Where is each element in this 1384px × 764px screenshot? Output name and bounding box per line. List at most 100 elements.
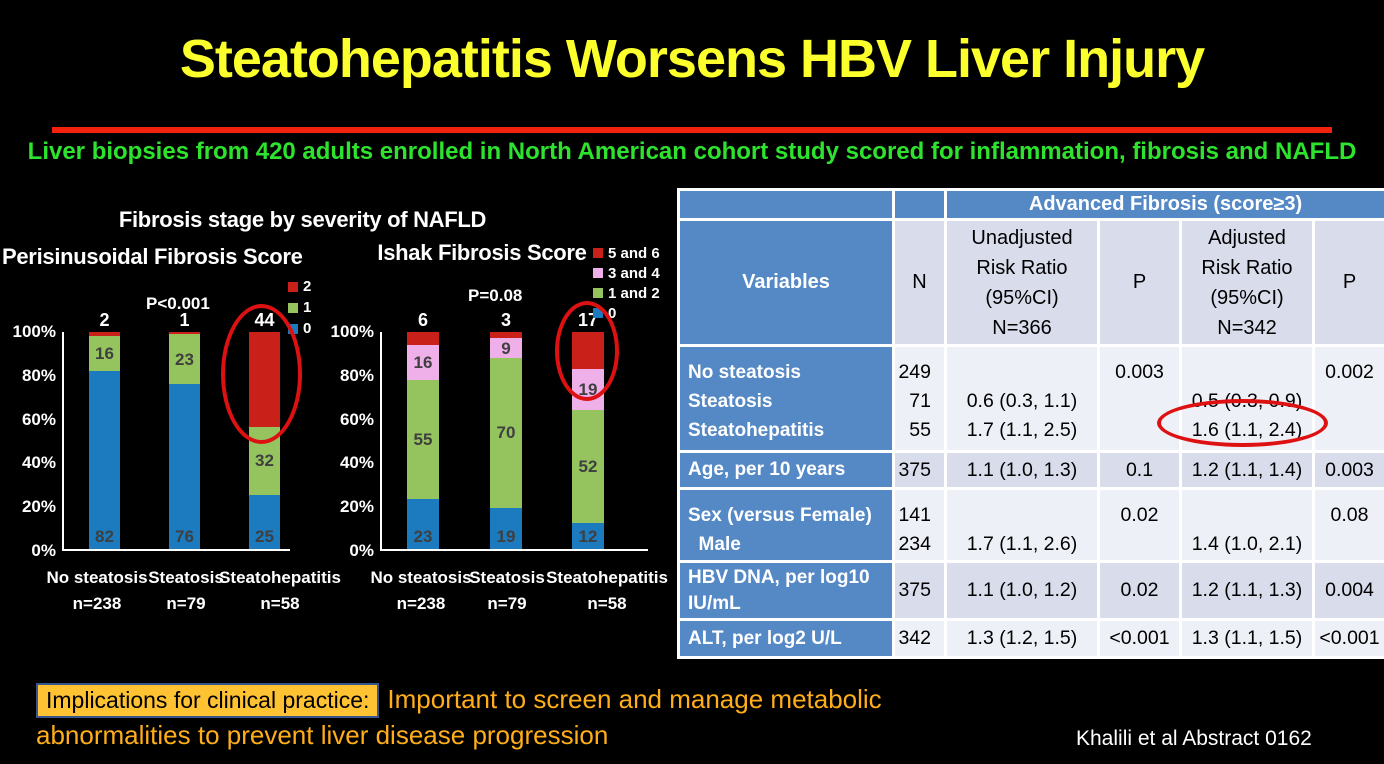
cell-n: 141 234 bbox=[892, 487, 947, 563]
highlight-ellipse bbox=[221, 304, 302, 444]
plot-area: 82 16 2 76 23 1 25 32 44 bbox=[62, 311, 290, 551]
legend-swatch-icon bbox=[593, 268, 603, 278]
legend-item: 3 and 4 bbox=[593, 263, 660, 283]
cell-line bbox=[1102, 530, 1178, 559]
legend-label: 5 and 6 bbox=[608, 244, 660, 262]
legend-item: 5 and 6 bbox=[593, 243, 660, 263]
segment-value: 55 bbox=[413, 429, 433, 449]
cell-variable: No steatosis Steatosis Steatohepatitis bbox=[677, 344, 895, 453]
segment-score-0: 23 bbox=[407, 499, 439, 549]
cell-p_adjusted: 0.08 bbox=[1311, 487, 1384, 563]
table-row: HBV DNA, per log10 IU/mL 375 1.1 (1.0, 1.2… bbox=[677, 560, 1384, 621]
segment-score-0: 25 bbox=[249, 495, 280, 549]
segment-score-1-and-2: 70 bbox=[490, 357, 522, 509]
unadjusted-rr-column-header: Unadjusted Risk Ratio (95%CI) N=366 bbox=[944, 218, 1100, 347]
category-count: n=58 bbox=[260, 594, 300, 613]
table-row: ALT, per log2 U/L 342 1.3 (1.2, 1.5) <0.001… bbox=[677, 618, 1384, 659]
implications-text: Important to screen and manage metabolic… bbox=[36, 684, 882, 750]
bar-no-steatosis: 23 55 16 bbox=[407, 332, 439, 549]
cell-line: Steatohepatitis bbox=[688, 420, 825, 441]
cell-line: 141 bbox=[898, 504, 931, 526]
cell-unadjusted: 1.1 (1.0, 1.2) bbox=[944, 560, 1100, 621]
bar-top-value: 2 bbox=[99, 310, 110, 330]
n-column-header: N bbox=[892, 218, 947, 347]
segment-value: 16 bbox=[413, 352, 433, 372]
y-tick-label: 0% bbox=[31, 540, 56, 560]
table-header-row-merged: Advanced Fibrosis (score≥3) bbox=[677, 188, 1384, 221]
legend-swatch-icon bbox=[593, 288, 603, 298]
category-count: n=79 bbox=[487, 594, 527, 613]
category-count: n=79 bbox=[166, 594, 206, 613]
y-tick-label: 80% bbox=[21, 365, 56, 385]
cell-unadjusted: 1.7 (1.1, 2.6) bbox=[944, 487, 1100, 563]
y-axis: 100% 80% 60% 40% 20% 0% bbox=[0, 322, 56, 561]
cell-p_adjusted: 0.004 bbox=[1311, 560, 1384, 621]
cell-line: Sex (versus Female) bbox=[688, 505, 872, 526]
segment-score-1: 23 bbox=[169, 334, 200, 385]
segment-score-0: 12 bbox=[572, 522, 604, 549]
bar-no-steatosis: 82 16 bbox=[89, 332, 120, 549]
segment-score-5-and-6 bbox=[407, 332, 439, 346]
cell-line: 0.02 bbox=[1120, 504, 1159, 526]
segment-value: 9 bbox=[501, 338, 511, 358]
y-tick-label: 40% bbox=[339, 453, 374, 473]
cell-p_adjusted: <0.001 bbox=[1311, 618, 1384, 659]
cell-line: 249 bbox=[898, 361, 931, 383]
y-tick-label: 100% bbox=[330, 322, 374, 341]
cell-line: 55 bbox=[909, 419, 931, 441]
segment-score-1-and-2: 52 bbox=[572, 410, 604, 523]
cell-variable: Sex (versus Female) Male bbox=[677, 487, 895, 563]
segment-value: 52 bbox=[578, 457, 598, 477]
cell-p_unadjusted: 0.1 bbox=[1097, 450, 1182, 490]
cell-line bbox=[1184, 358, 1311, 387]
implications-label: Implications for clinical practice: bbox=[36, 683, 380, 718]
y-tick-label: 60% bbox=[339, 409, 374, 429]
segment-value: 12 bbox=[578, 527, 598, 546]
category-count: n=238 bbox=[72, 594, 122, 613]
cell-line: 71 bbox=[909, 390, 931, 412]
p-value-annotation: P=0.08 bbox=[468, 286, 523, 305]
adjusted-rr-column-header: Adjusted Risk Ratio (95%CI) N=342 bbox=[1179, 218, 1315, 347]
cell-line: 234 bbox=[898, 533, 931, 555]
cell-adjusted: 1.4 (1.0, 2.1) bbox=[1179, 487, 1315, 563]
advanced-fibrosis-header: Advanced Fibrosis (score≥3) bbox=[943, 188, 1384, 221]
legend-swatch-icon bbox=[593, 248, 603, 258]
legend-label: 1 and 2 bbox=[608, 284, 660, 302]
table-row: No steatosis Steatosis Steatohepatitis 249 7… bbox=[677, 344, 1384, 453]
segment-value: 70 bbox=[496, 423, 516, 443]
table-row: Sex (versus Female) Male 141 234 1.7 (1.1, … bbox=[677, 487, 1384, 563]
cell-p_adjusted: 0.003 bbox=[1311, 450, 1384, 490]
charts-heading: Fibrosis stage by severity of NAFLD bbox=[118, 207, 487, 232]
segment-score-1: 16 bbox=[89, 336, 120, 372]
legend-label: 3 and 4 bbox=[608, 264, 660, 282]
cell-line bbox=[949, 358, 1096, 387]
legend-label: 2 bbox=[303, 278, 312, 295]
category-label: Steatohepatitis bbox=[546, 568, 668, 587]
legend-swatch-icon bbox=[288, 281, 298, 292]
table-header-row-columns: Variables N Unadjusted Risk Ratio (95%CI… bbox=[677, 218, 1384, 347]
p-column-header: P bbox=[1097, 218, 1182, 347]
segment-score-3-and-4: 9 bbox=[490, 338, 522, 358]
cell-line: No steatosis bbox=[688, 362, 801, 383]
blank-header-cell bbox=[677, 188, 895, 221]
title-divider-line bbox=[52, 127, 1332, 133]
category-label: No steatosis bbox=[46, 568, 148, 587]
cell-unadjusted: 1.3 (1.2, 1.5) bbox=[944, 618, 1100, 659]
cell-line: 1.7 (1.1, 2.5) bbox=[966, 419, 1078, 441]
p-value-annotation: P<0.001 bbox=[146, 294, 210, 313]
cell-variable: Age, per 10 years bbox=[677, 450, 895, 490]
bar-top-value: 6 bbox=[417, 310, 428, 330]
cell-line bbox=[949, 501, 1096, 530]
cell-line: Male bbox=[688, 534, 741, 555]
cell-line: 0.08 bbox=[1330, 504, 1369, 526]
y-tick-label: 40% bbox=[21, 453, 56, 473]
bar-steatosis: 76 23 bbox=[169, 332, 200, 549]
cell-p_adjusted: 0.002 bbox=[1311, 344, 1384, 453]
implications-statement: Implications for clinical practice: Impor… bbox=[36, 682, 916, 752]
segment-value: 19 bbox=[496, 527, 516, 546]
variables-column-header: Variables bbox=[677, 218, 895, 347]
segment-score-2 bbox=[89, 332, 120, 337]
cell-line: 0.002 bbox=[1325, 361, 1374, 383]
cell-line bbox=[1317, 387, 1383, 416]
citation: Khalili et al Abstract 0162 bbox=[1076, 727, 1312, 750]
